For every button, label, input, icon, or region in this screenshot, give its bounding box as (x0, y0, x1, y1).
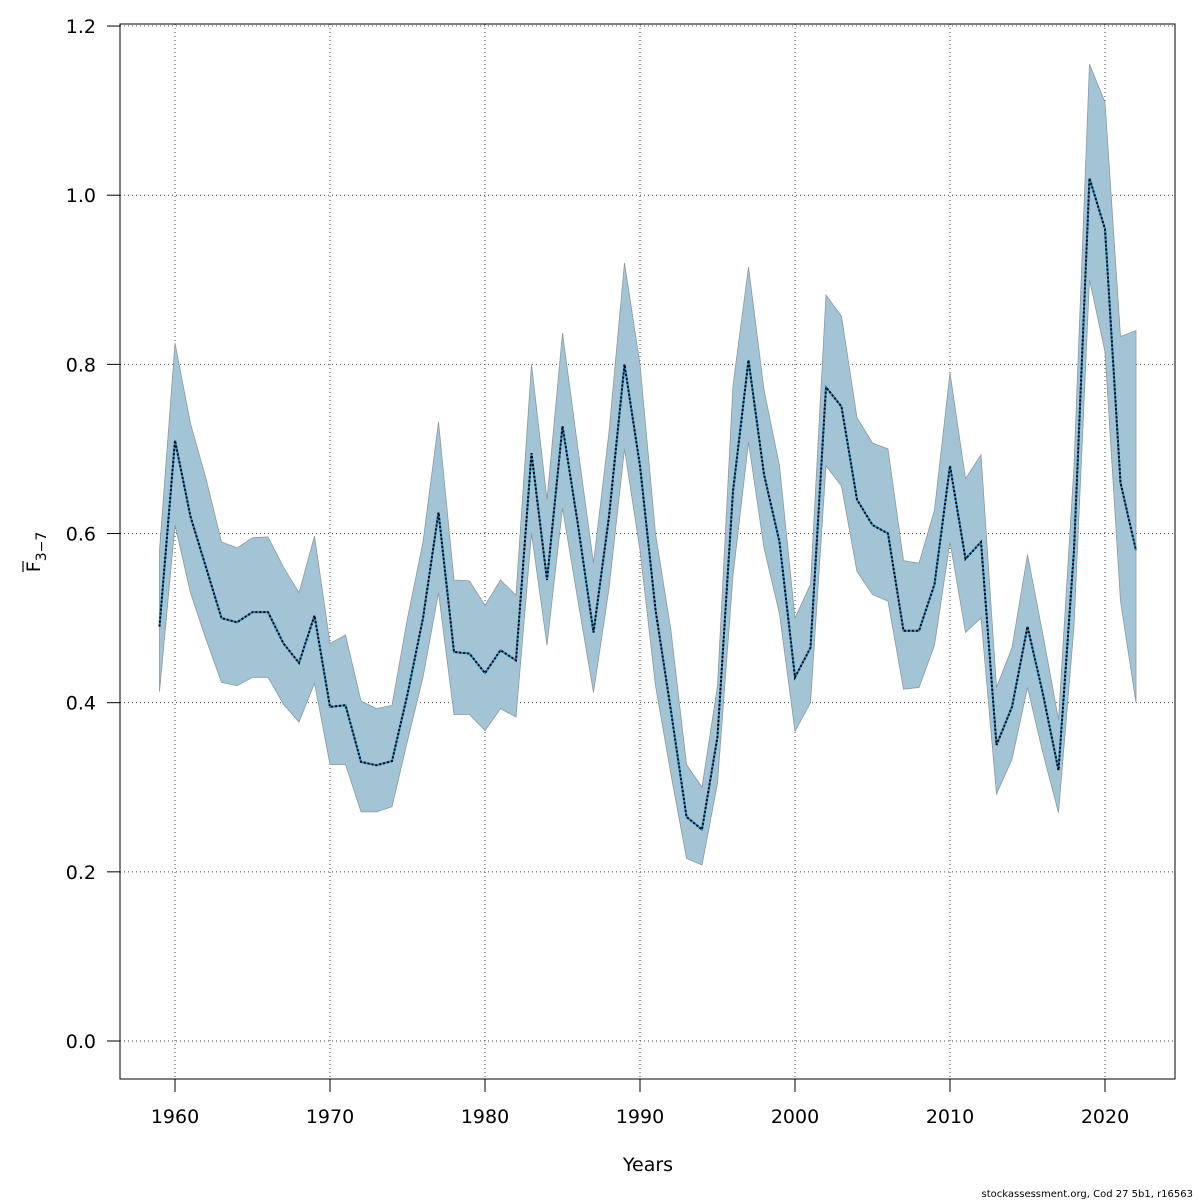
x-axis: 1960 1970 1980 1990 2000 2010 2020 (151, 1079, 1129, 1128)
svg-text:F3−7: F3−7 (23, 532, 50, 572)
x-tick-label: 1980 (461, 1106, 509, 1128)
y-tick-label: 0.8 (66, 354, 96, 376)
x-tick-label: 2020 (1081, 1106, 1129, 1128)
confidence-band (159, 63, 1137, 866)
x-tick-label: 1970 (306, 1106, 354, 1128)
y-tick-label: 0.2 (66, 862, 96, 884)
y-axis-label: F3−7 (22, 532, 50, 572)
footer-credit: stockassessment.org, Cod 27 5b1, r16563 (982, 1189, 1193, 1200)
x-tick-label: 1990 (616, 1106, 664, 1128)
y-tick-label: 0.4 (66, 693, 96, 715)
x-tick-label: 2010 (926, 1106, 974, 1128)
y-tick-label: 1.0 (66, 185, 96, 207)
y-axis: 0.0 0.2 0.4 0.6 0.8 1.0 1.2 (66, 16, 120, 1053)
x-tick-label: 2000 (771, 1106, 819, 1128)
y-tick-label: 1.2 (66, 16, 96, 38)
x-tick-label: 1960 (151, 1106, 199, 1128)
estimate-line (158, 177, 1137, 832)
y-axis-label-sub: 3−7 (34, 532, 50, 562)
y-tick-label: 0.0 (66, 1031, 96, 1053)
y-axis-label-main: F (23, 561, 45, 572)
plot-frame (119, 23, 1176, 1080)
y-tick-label: 0.6 (66, 524, 96, 546)
x-axis-label: Years (622, 1154, 673, 1176)
